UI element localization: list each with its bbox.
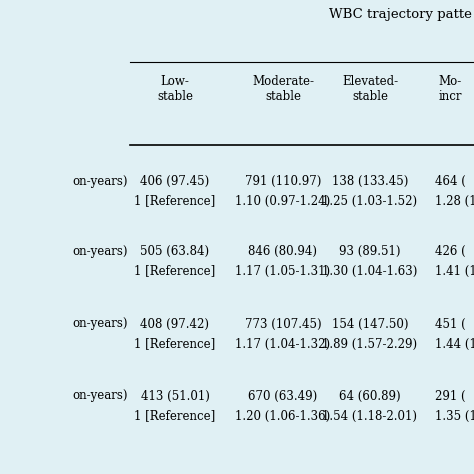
Text: 406 (97.45): 406 (97.45) xyxy=(140,174,210,188)
Text: on-years): on-years) xyxy=(73,245,128,257)
Text: 791 (110.97): 791 (110.97) xyxy=(245,174,321,188)
Text: 1.41 (1.: 1.41 (1. xyxy=(435,264,474,277)
Text: 408 (97.42): 408 (97.42) xyxy=(140,318,210,330)
Text: on-years): on-years) xyxy=(73,390,128,402)
Text: 1.10 (0.97-1.24): 1.10 (0.97-1.24) xyxy=(236,194,331,208)
Text: 1.20 (1.06-1.36): 1.20 (1.06-1.36) xyxy=(236,410,331,422)
Text: 505 (63.84): 505 (63.84) xyxy=(140,245,210,257)
Text: Moderate-
stable: Moderate- stable xyxy=(252,75,314,103)
Text: 1 [Reference]: 1 [Reference] xyxy=(134,194,216,208)
Text: 1 [Reference]: 1 [Reference] xyxy=(134,264,216,277)
Text: WBC trajectory patte: WBC trajectory patte xyxy=(329,8,472,21)
Text: 138 (133.45): 138 (133.45) xyxy=(332,174,408,188)
Text: Low-
stable: Low- stable xyxy=(157,75,193,103)
Text: 154 (147.50): 154 (147.50) xyxy=(332,318,408,330)
Text: 464 (: 464 ( xyxy=(435,174,466,188)
Text: 451 (: 451 ( xyxy=(435,318,466,330)
Text: 1.30 (1.04-1.63): 1.30 (1.04-1.63) xyxy=(322,264,418,277)
Text: 1.89 (1.57-2.29): 1.89 (1.57-2.29) xyxy=(322,337,418,350)
Text: 426 (: 426 ( xyxy=(435,245,466,257)
Text: 1.17 (1.04-1.32): 1.17 (1.04-1.32) xyxy=(236,337,330,350)
Text: 1.44 (1.: 1.44 (1. xyxy=(435,337,474,350)
Text: Mo-
incr: Mo- incr xyxy=(438,75,462,103)
Text: 1 [Reference]: 1 [Reference] xyxy=(134,410,216,422)
Text: 93 (89.51): 93 (89.51) xyxy=(339,245,401,257)
Text: 413 (51.01): 413 (51.01) xyxy=(141,390,210,402)
Text: Elevated-
stable: Elevated- stable xyxy=(342,75,398,103)
Text: 1.17 (1.05-1.31): 1.17 (1.05-1.31) xyxy=(236,264,330,277)
Text: 846 (80.94): 846 (80.94) xyxy=(248,245,318,257)
Text: on-years): on-years) xyxy=(73,174,128,188)
Text: 1.25 (1.03-1.52): 1.25 (1.03-1.52) xyxy=(322,194,418,208)
Text: 1.35 (1.: 1.35 (1. xyxy=(435,410,474,422)
Text: 1 [Reference]: 1 [Reference] xyxy=(134,337,216,350)
Text: 291 (: 291 ( xyxy=(435,390,465,402)
Text: 1.54 (1.18-2.01): 1.54 (1.18-2.01) xyxy=(322,410,418,422)
Text: 670 (63.49): 670 (63.49) xyxy=(248,390,318,402)
Text: 773 (107.45): 773 (107.45) xyxy=(245,318,321,330)
Text: 1.28 (1.: 1.28 (1. xyxy=(435,194,474,208)
Text: 64 (60.89): 64 (60.89) xyxy=(339,390,401,402)
Text: on-years): on-years) xyxy=(73,318,128,330)
